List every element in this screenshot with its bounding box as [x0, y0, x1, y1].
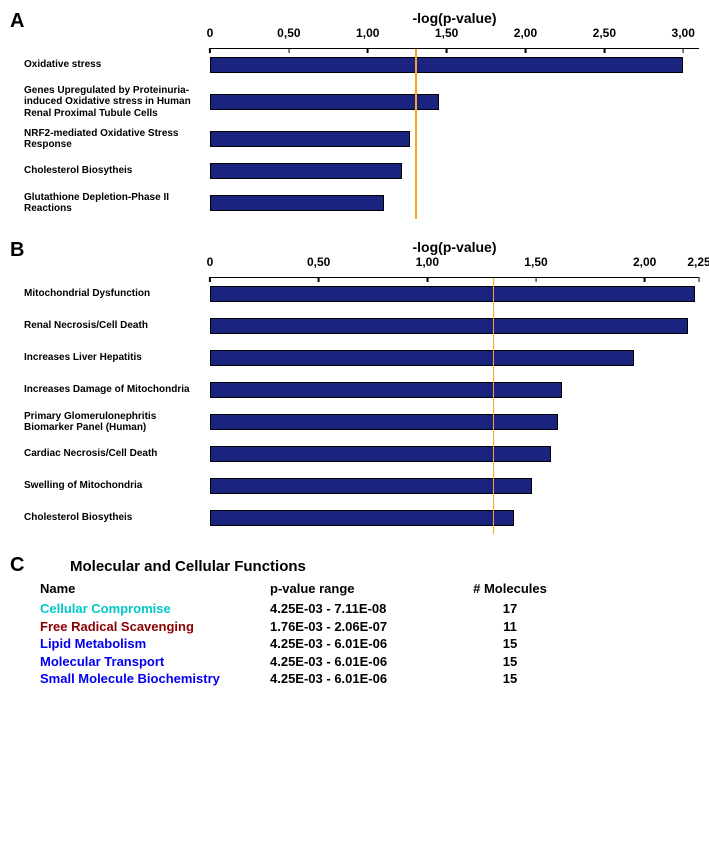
- bar-label: Genes Upregulated by Proteinuria-induced…: [10, 85, 210, 120]
- panel-c: C Molecular and Cellular Functions Name …: [10, 554, 699, 688]
- bar-row: Primary Glomerulonephritis Biomarker Pan…: [10, 406, 699, 438]
- axis-tick: 2,25: [687, 255, 709, 277]
- bar-row: Cardiac Necrosis/Cell Death: [10, 438, 699, 470]
- cell-molecules: 11: [460, 618, 560, 636]
- bar-row: Renal Necrosis/Cell Death: [10, 310, 699, 342]
- cell-molecules: 17: [460, 600, 560, 618]
- panel-b-letter: B: [10, 239, 24, 262]
- axis-tick: 2,00: [633, 255, 656, 277]
- table-row: Cellular Compromise4.25E-03 - 7.11E-0817: [40, 600, 699, 618]
- bar: [210, 510, 514, 526]
- bar: [210, 446, 551, 462]
- axis-tick: 2,50: [593, 26, 616, 48]
- panel-b-axis-title: -log(p-value): [210, 239, 699, 255]
- axis-tick: 1,50: [435, 26, 458, 48]
- panel-c-title: Molecular and Cellular Functions: [70, 558, 699, 575]
- bar-label: Increases Damage of Mitochondria: [10, 384, 210, 396]
- table-row: Molecular Transport4.25E-03 - 6.01E-0615: [40, 653, 699, 671]
- col-header-name: Name: [40, 581, 270, 596]
- cell-molecules: 15: [460, 670, 560, 688]
- bar-label: NRF2-mediated Oxidative Stress Response: [10, 128, 210, 151]
- cell-range: 4.25E-03 - 6.01E-06: [270, 635, 460, 653]
- cell-range: 4.25E-03 - 6.01E-06: [270, 670, 460, 688]
- bar-label: Mitochondrial Dysfunction: [10, 288, 210, 300]
- axis-tick: 1,00: [416, 255, 439, 277]
- bar-row: Genes Upregulated by Proteinuria-induced…: [10, 81, 699, 123]
- cell-molecules: 15: [460, 635, 560, 653]
- panel-a-bars: Oxidative stress Genes Upregulated by Pro…: [10, 49, 699, 219]
- bar-row: Glutathione Depletion-Phase II Reactions: [10, 187, 699, 219]
- cell-name: Free Radical Scavenging: [40, 618, 270, 636]
- cell-molecules: 15: [460, 653, 560, 671]
- axis-tick: 2,00: [514, 26, 537, 48]
- panel-b-bars: Mitochondrial Dysfunction Renal Necrosis/…: [10, 278, 699, 534]
- axis-tick: 1,50: [524, 255, 547, 277]
- bar-label: Increases Liver Hepatitis: [10, 352, 210, 364]
- axis-tick: 0,50: [307, 255, 330, 277]
- axis-tick: 1,00: [356, 26, 379, 48]
- bar-row: Increases Damage of Mitochondria: [10, 374, 699, 406]
- axis-tick: 0: [207, 255, 214, 277]
- bar: [210, 414, 558, 430]
- cell-name: Cellular Compromise: [40, 600, 270, 618]
- cell-range: 1.76E-03 - 2.06E-07: [270, 618, 460, 636]
- axis-tick: 0: [207, 26, 214, 48]
- panel-b-ticks: 00,501,001,502,002,25: [210, 255, 699, 278]
- bar: [210, 131, 410, 147]
- table-row: Free Radical Scavenging1.76E-03 - 2.06E-…: [40, 618, 699, 636]
- cell-range: 4.25E-03 - 6.01E-06: [270, 653, 460, 671]
- panel-c-table: Name p-value range # Molecules Cellular …: [40, 581, 699, 688]
- bar-label: Oxidative stress: [10, 59, 210, 71]
- bar: [210, 195, 384, 211]
- cell-name: Small Molecule Biochemistry: [40, 670, 270, 688]
- bar: [210, 286, 695, 302]
- panel-a-ticks: 0 0,50 1,00 1,50 2,00 2,50 3,00: [210, 26, 699, 49]
- col-header-mol: # Molecules: [460, 581, 560, 596]
- bar-row: Oxidative stress: [10, 49, 699, 81]
- bar-row: Increases Liver Hepatitis: [10, 342, 699, 374]
- bar-label: Glutathione Depletion-Phase II Reactions: [10, 192, 210, 215]
- table-row: Lipid Metabolism4.25E-03 - 6.01E-0615: [40, 635, 699, 653]
- bar-label: Primary Glomerulonephritis Biomarker Pan…: [10, 411, 210, 434]
- bar-row: Cholesterol Biosytheis: [10, 502, 699, 534]
- bar-row: NRF2-mediated Oxidative Stress Response: [10, 123, 699, 155]
- bar-label: Swelling of Mitochondria: [10, 480, 210, 492]
- cell-range: 4.25E-03 - 7.11E-08: [270, 600, 460, 618]
- bar-label: Cholesterol Biosytheis: [10, 512, 210, 524]
- panel-c-letter: C: [10, 554, 24, 577]
- bar-label: Cardiac Necrosis/Cell Death: [10, 448, 210, 460]
- col-header-range: p-value range: [270, 581, 460, 596]
- panel-a-axis-title: -log(p-value): [210, 10, 699, 26]
- bar: [210, 318, 688, 334]
- bar-row: Mitochondrial Dysfunction: [10, 278, 699, 310]
- bar: [210, 350, 634, 366]
- bar-label: Renal Necrosis/Cell Death: [10, 320, 210, 332]
- bar-row: Cholesterol Biosytheis: [10, 155, 699, 187]
- panel-a: A -log(p-value) 0 0,50 1,00 1,50 2,00 2,50 3,0…: [10, 10, 699, 219]
- bar: [210, 382, 562, 398]
- axis-tick: 3,00: [672, 26, 695, 48]
- panel-b: B -log(p-value) 00,501,001,502,002,25 Mi…: [10, 239, 699, 534]
- bar: [210, 94, 439, 110]
- bar: [210, 163, 402, 179]
- bar: [210, 478, 532, 494]
- bar: [210, 57, 683, 73]
- panel-a-letter: A: [10, 10, 24, 33]
- bar-row: Swelling of Mitochondria: [10, 470, 699, 502]
- cell-name: Lipid Metabolism: [40, 635, 270, 653]
- cell-name: Molecular Transport: [40, 653, 270, 671]
- bar-label: Cholesterol Biosytheis: [10, 165, 210, 177]
- axis-tick: 0,50: [277, 26, 300, 48]
- table-row: Small Molecule Biochemistry4.25E-03 - 6.…: [40, 670, 699, 688]
